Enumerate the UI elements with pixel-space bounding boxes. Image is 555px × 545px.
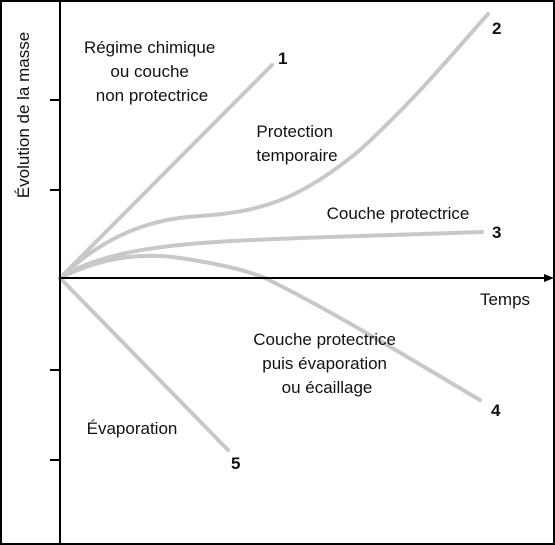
label-line: temporaire bbox=[256, 146, 337, 165]
curve-2 bbox=[58, 12, 490, 280]
label-line: Évaporation bbox=[87, 419, 178, 438]
label-line: ou couche bbox=[110, 62, 188, 81]
x-axis-arrow bbox=[544, 274, 554, 282]
label-line: puis évaporation bbox=[262, 354, 387, 373]
label-line: ou écaillage bbox=[282, 378, 373, 397]
curve-label: Régime chimique ou couche non protectric… bbox=[84, 38, 220, 105]
curve-number: 5 bbox=[231, 454, 240, 473]
y-axis-label: Évolution de la masse bbox=[14, 32, 33, 198]
curve-number: 2 bbox=[492, 19, 501, 38]
curve-label: Couche protectrice puis évaporation ou é… bbox=[253, 330, 400, 397]
label-line: Couche protectrice bbox=[253, 330, 396, 349]
curve-number: 1 bbox=[278, 49, 287, 68]
curve-1 bbox=[58, 63, 274, 280]
curve-number: 3 bbox=[492, 223, 501, 242]
label-line: non protectrice bbox=[96, 86, 208, 105]
curve-5 bbox=[58, 276, 230, 452]
curve-3 bbox=[58, 230, 484, 280]
label-line: Régime chimique bbox=[84, 38, 215, 57]
label-line: Protection bbox=[256, 122, 333, 141]
curve-label: Évaporation bbox=[87, 419, 178, 438]
x-axis-label: Temps bbox=[480, 290, 530, 309]
label-line: Couche protectrice bbox=[327, 204, 470, 223]
curve-number: 4 bbox=[491, 401, 501, 420]
curve-label: Protection temporaire bbox=[256, 122, 337, 165]
curve-4 bbox=[58, 253, 482, 402]
y-ticks bbox=[50, 99, 60, 461]
curve-label: Couche protectrice bbox=[327, 204, 470, 223]
